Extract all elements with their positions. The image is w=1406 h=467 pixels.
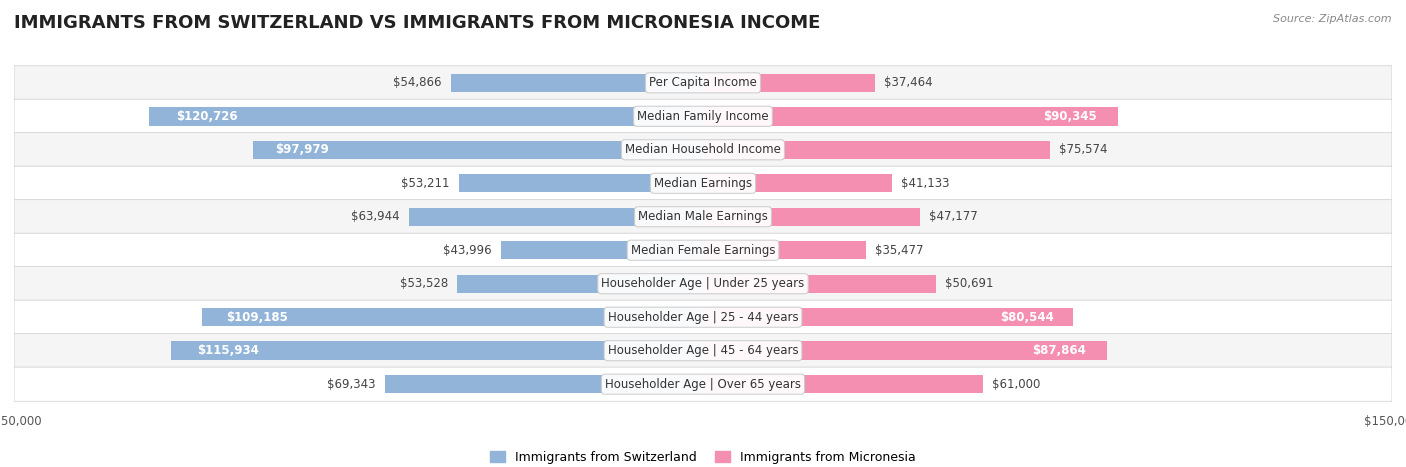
Text: Householder Age | 45 - 64 years: Householder Age | 45 - 64 years (607, 344, 799, 357)
Text: Source: ZipAtlas.com: Source: ZipAtlas.com (1274, 14, 1392, 24)
Text: $69,343: $69,343 (326, 378, 375, 391)
Text: Median Household Income: Median Household Income (626, 143, 780, 156)
FancyBboxPatch shape (14, 200, 1392, 234)
Text: Householder Age | Over 65 years: Householder Age | Over 65 years (605, 378, 801, 391)
Bar (703, 174, 891, 192)
FancyBboxPatch shape (14, 300, 1392, 334)
Text: $35,477: $35,477 (875, 244, 924, 257)
Text: $53,528: $53,528 (399, 277, 449, 290)
FancyBboxPatch shape (14, 66, 1392, 100)
Bar (703, 207, 920, 226)
FancyBboxPatch shape (14, 133, 1392, 167)
Bar (409, 207, 703, 226)
Text: $37,464: $37,464 (884, 76, 932, 89)
Text: $115,934: $115,934 (197, 344, 259, 357)
Text: Median Female Earnings: Median Female Earnings (631, 244, 775, 257)
Bar (170, 341, 703, 360)
Text: $90,345: $90,345 (1043, 110, 1097, 123)
Bar (201, 308, 703, 326)
Bar (457, 275, 703, 293)
Text: $43,996: $43,996 (443, 244, 492, 257)
Bar (384, 375, 703, 393)
Bar (703, 275, 936, 293)
Bar (253, 141, 703, 159)
Text: Per Capita Income: Per Capita Income (650, 76, 756, 89)
Text: IMMIGRANTS FROM SWITZERLAND VS IMMIGRANTS FROM MICRONESIA INCOME: IMMIGRANTS FROM SWITZERLAND VS IMMIGRANT… (14, 14, 821, 32)
Text: $63,944: $63,944 (352, 210, 401, 223)
Bar (458, 174, 703, 192)
Bar (501, 241, 703, 260)
Text: Householder Age | 25 - 44 years: Householder Age | 25 - 44 years (607, 311, 799, 324)
Bar (703, 241, 866, 260)
Text: $87,864: $87,864 (1032, 344, 1087, 357)
Text: Median Family Income: Median Family Income (637, 110, 769, 123)
Text: $75,574: $75,574 (1059, 143, 1108, 156)
Text: Median Earnings: Median Earnings (654, 177, 752, 190)
Bar (703, 74, 875, 92)
Legend: Immigrants from Switzerland, Immigrants from Micronesia: Immigrants from Switzerland, Immigrants … (485, 446, 921, 467)
Text: $41,133: $41,133 (901, 177, 949, 190)
Bar (149, 107, 703, 126)
Text: $50,691: $50,691 (945, 277, 994, 290)
FancyBboxPatch shape (14, 166, 1392, 200)
Text: $61,000: $61,000 (993, 378, 1040, 391)
Text: $47,177: $47,177 (929, 210, 977, 223)
Text: Householder Age | Under 25 years: Householder Age | Under 25 years (602, 277, 804, 290)
Bar (703, 107, 1118, 126)
Bar (703, 308, 1073, 326)
FancyBboxPatch shape (14, 233, 1392, 267)
Text: $109,185: $109,185 (226, 311, 288, 324)
Text: $80,544: $80,544 (1001, 311, 1054, 324)
Bar (703, 141, 1050, 159)
FancyBboxPatch shape (14, 333, 1392, 368)
Bar (703, 375, 983, 393)
FancyBboxPatch shape (14, 267, 1392, 301)
Text: Median Male Earnings: Median Male Earnings (638, 210, 768, 223)
FancyBboxPatch shape (14, 367, 1392, 401)
Text: $97,979: $97,979 (276, 143, 329, 156)
Text: $53,211: $53,211 (401, 177, 450, 190)
Text: $54,866: $54,866 (394, 76, 441, 89)
Bar (703, 341, 1107, 360)
Bar (451, 74, 703, 92)
Text: $120,726: $120,726 (176, 110, 238, 123)
FancyBboxPatch shape (14, 99, 1392, 134)
